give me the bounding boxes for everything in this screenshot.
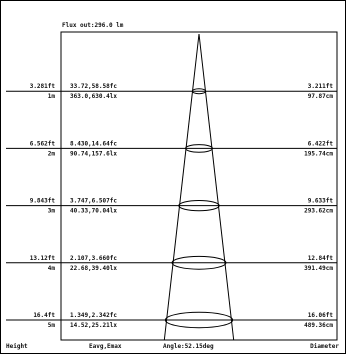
illuminance-fc-label: 33.72,58.58fc — [70, 83, 117, 90]
height-m-label: 1m — [48, 93, 56, 100]
height-ft-label: 16.4ft — [33, 312, 55, 319]
diameter-cm-label: 293.62cm — [304, 208, 333, 215]
diameter-cm-label: 489.36cm — [304, 322, 333, 329]
diameter-cm-label: 97.87cm — [308, 93, 334, 100]
illuminance-fc-label: 8.430,14.64fc — [70, 140, 117, 147]
illuminance-lx-label: 14.52,25.21lx — [70, 322, 117, 329]
distance-row-3m: 9.843ft 3m 3.747,6.507fc 40.33,70.04lx 9.633… — [6, 198, 337, 215]
height-ft-label: 3.281ft — [30, 83, 56, 90]
illuminance-fc-label: 3.747,6.507fc — [70, 198, 117, 205]
plot-frame — [60, 31, 338, 341]
height-m-label: 5m — [48, 322, 56, 329]
height-column-header: Height — [6, 343, 28, 350]
diameter-cm-label: 195.74cm — [304, 150, 333, 157]
illuminance-lx-label: 22.68,39.40lx — [70, 265, 117, 272]
illuminance-lx-label: 363.0,630.4lx — [70, 93, 117, 100]
diameter-column-header: Diameter — [310, 343, 339, 350]
diameter-ft-label: 3.211ft — [308, 83, 334, 90]
height-ft-label: 9.843ft — [30, 198, 56, 205]
beam-ellipse — [171, 255, 227, 270]
light-cone — [163, 33, 235, 341]
illuminance-lx-label: 40.33,70.04lx — [70, 208, 117, 215]
beam-ellipse — [178, 200, 220, 212]
flux-out-label: Flux out:296.0 lm — [62, 22, 124, 29]
height-ft-label: 6.562ft — [30, 140, 56, 147]
illuminance-lx-label: 90.74,157.6lx — [70, 150, 117, 157]
cone-left-edge — [163, 33, 200, 341]
cone-right-edge — [198, 33, 235, 341]
diameter-cm-label: 391.49cm — [304, 265, 333, 272]
distance-row-5m: 16.4ft 5m 1.349,2.342fc 14.52,25.21lx 16.06f… — [6, 311, 337, 329]
illuminance-fc-label: 2.107,3.660fc — [70, 255, 117, 262]
height-m-label: 4m — [48, 265, 56, 272]
diameter-ft-label: 6.422ft — [308, 140, 334, 147]
beam-ellipse — [164, 311, 234, 329]
distance-row-2m: 6.562ft 2m 8.430,14.64fc 90.74,157.6lx 6.422… — [6, 140, 337, 157]
height-m-label: 3m — [48, 208, 56, 215]
distance-row-1m: 3.281ft 1m 33.72,58.58fc 363.0,630.4lx 3.211… — [6, 83, 337, 100]
height-ft-label: 13.12ft — [30, 255, 56, 262]
diameter-ft-label: 12.84ft — [308, 255, 334, 262]
diameter-ft-label: 16.06ft — [308, 312, 334, 319]
diameter-ft-label: 9.633ft — [308, 198, 334, 205]
distance-row-4m: 13.12ft 4m 2.107,3.660fc 22.68,39.40lx 12.84… — [6, 255, 337, 272]
distance-rows: 3.281ft 1m 33.72,58.58fc 363.0,630.4lx 3.211… — [6, 83, 337, 329]
eavg-emax-column-header: Eavg,Emax — [89, 343, 122, 350]
illuminance-fc-label: 1.349,2.342fc — [70, 312, 117, 319]
height-m-label: 2m — [48, 150, 56, 157]
angle-label: Angle:52.15deg — [163, 343, 214, 350]
